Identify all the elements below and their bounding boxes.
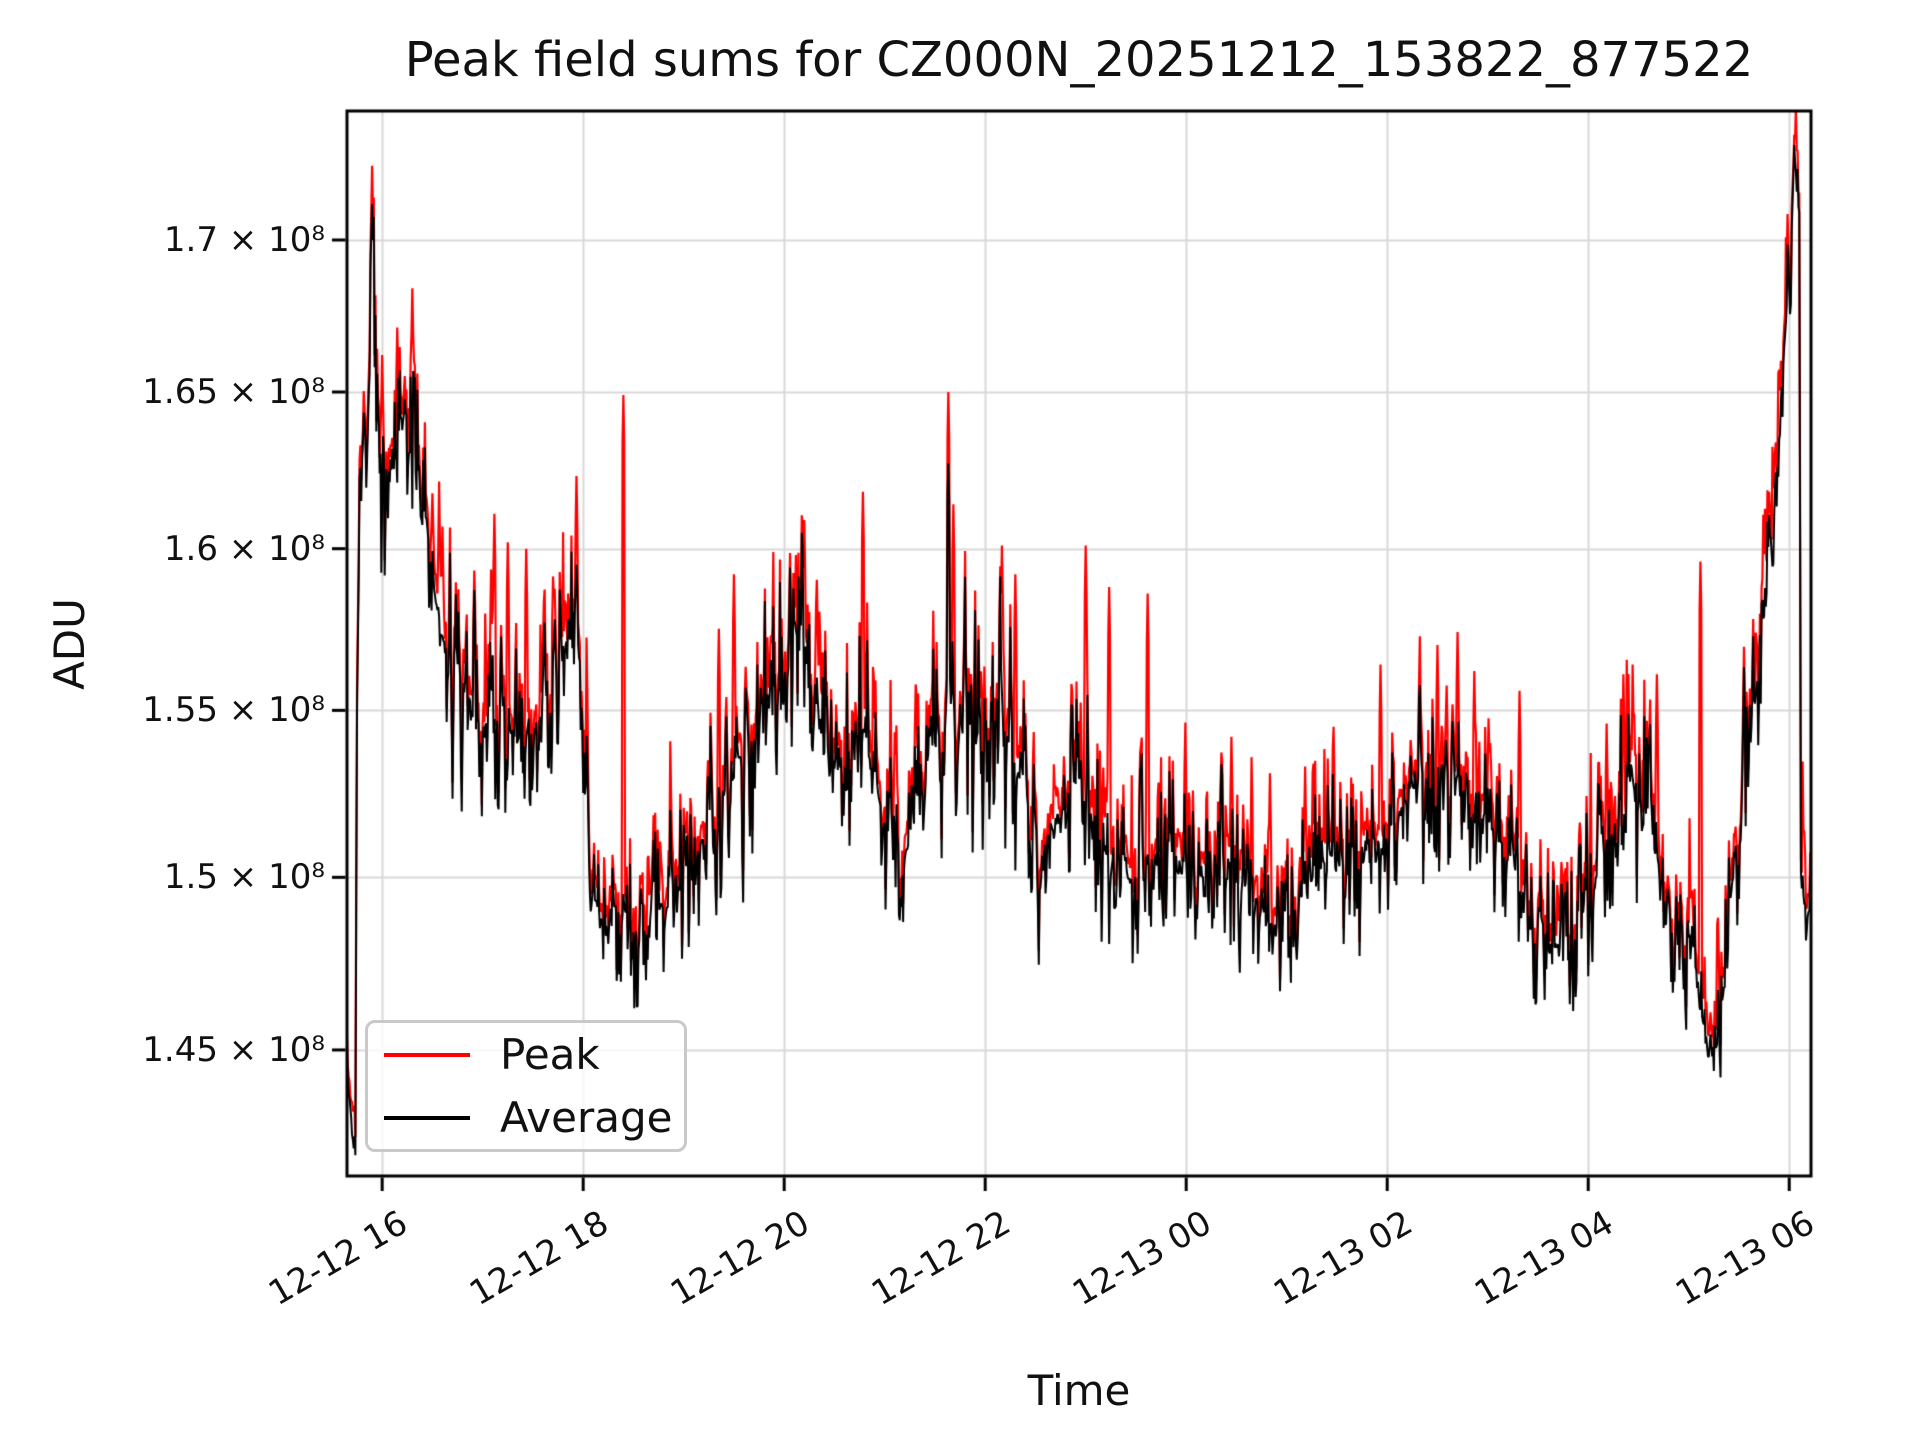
- y-tick-label: 1.55 × 10⁸: [142, 690, 325, 731]
- legend-row-average: Average: [368, 1088, 684, 1148]
- y-tick-label: 1.6 × 10⁸: [163, 528, 325, 569]
- legend-label-average: Average: [500, 1093, 673, 1142]
- legend-row-peak: Peak: [368, 1025, 684, 1085]
- y-tick-label: 1.5 × 10⁸: [163, 857, 325, 898]
- y-tick-label: 1.7 × 10⁸: [163, 220, 325, 260]
- legend-label-peak: Peak: [500, 1030, 600, 1079]
- x-axis-label: Time: [1027, 1366, 1131, 1415]
- chart-title: Peak field sums for CZ000N_20251212_1538…: [404, 32, 1754, 88]
- y-tick-label: 1.65 × 10⁸: [142, 372, 325, 412]
- legend-line-average: [384, 1115, 470, 1120]
- legend: Peak Average: [365, 1020, 687, 1152]
- y-tick-label: 1.45 × 10⁸: [142, 1029, 325, 1070]
- y-axis-label: ADU: [45, 598, 94, 690]
- legend-line-peak: [384, 1052, 470, 1057]
